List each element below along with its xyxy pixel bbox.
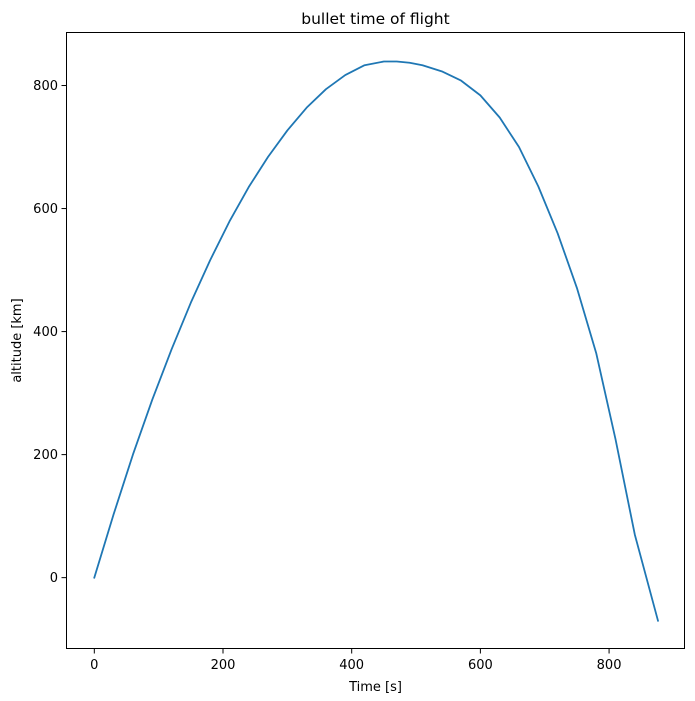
- y-tick-label: 0: [50, 571, 58, 586]
- x-tick-label: 400: [339, 658, 364, 673]
- axis-ticks: 0 200 400 600 800 0 200 400 600 800: [33, 79, 621, 673]
- x-tick-label: 200: [211, 658, 236, 673]
- y-tick-label: 800: [33, 79, 58, 94]
- x-tick-label: 800: [597, 658, 622, 673]
- chart-title: bullet time of flight: [301, 10, 449, 28]
- series-line-1: [93, 60, 660, 622]
- y-tick-label: 200: [33, 448, 58, 463]
- x-tick-label: 600: [468, 658, 493, 673]
- y-axis-label: altitude [km]: [10, 298, 25, 382]
- x-tick-label: 0: [90, 658, 98, 673]
- x-axis-label: Time [s]: [348, 680, 402, 695]
- y-tick-label: 600: [33, 202, 58, 217]
- y-tick-label: 400: [33, 325, 58, 340]
- axes-frame: [66, 32, 685, 649]
- plot-area: [93, 60, 660, 622]
